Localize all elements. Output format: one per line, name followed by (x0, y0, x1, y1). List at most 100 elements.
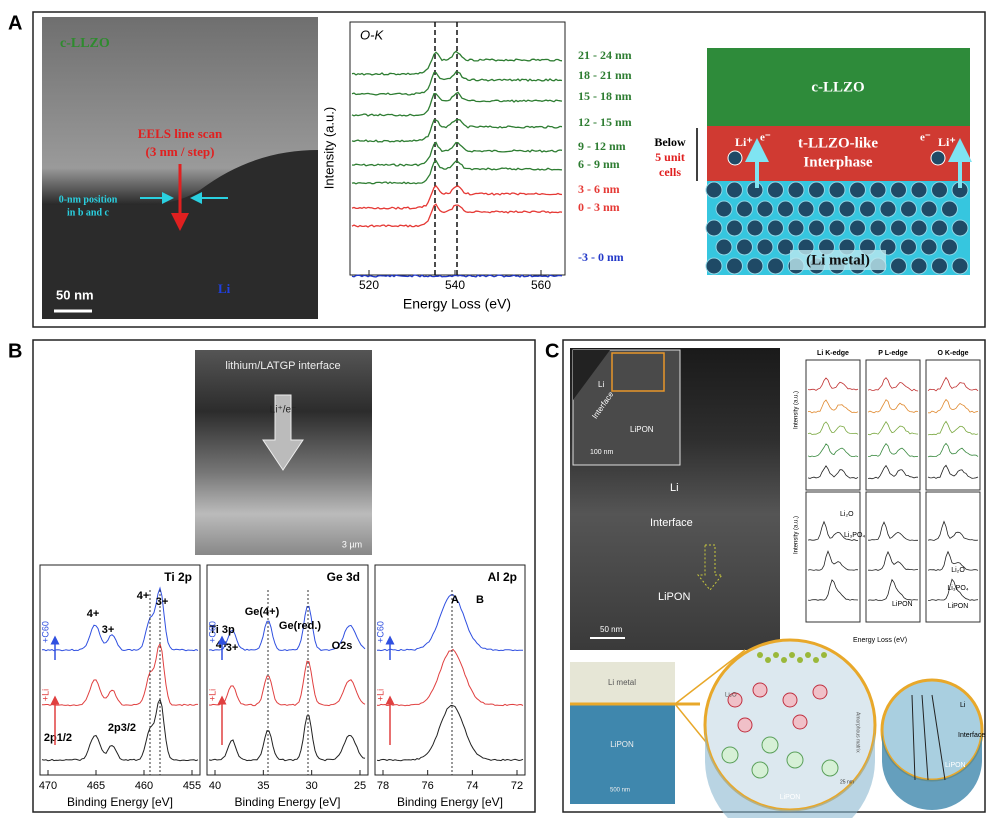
atom (901, 201, 917, 217)
scan-label: (3 nm / step) (146, 144, 215, 159)
annotation: 4+ (137, 590, 150, 602)
eels-trace (928, 378, 978, 391)
ref-trace (868, 580, 918, 601)
x-tick-label: 465 (87, 780, 105, 792)
trace-label: 6 - 9 nm (578, 157, 620, 171)
atom (829, 220, 845, 236)
annotation: O2s (332, 640, 353, 652)
atom (727, 182, 743, 198)
atom (891, 258, 907, 274)
y-axis-label: Intensity (a.u.) (794, 516, 800, 554)
atom (768, 220, 784, 236)
xps-trace (42, 644, 198, 706)
plot-title: Al 2p (488, 570, 517, 584)
x-axis-label: Binding Energy [eV] (234, 795, 340, 809)
sem-title: lithium/LATGP interface (225, 360, 340, 372)
schematic: c-LLZO t-LLZO-like Interphase (Li metal)… (654, 48, 970, 275)
particle (797, 657, 803, 663)
ref-label: Li₂O (951, 567, 965, 574)
x-tick-label: 76 (422, 780, 434, 792)
x-tick-label: 40 (209, 780, 221, 792)
annotation: 2p1/2 (44, 732, 72, 744)
trace-label: 18 - 21 nm (578, 68, 632, 82)
atom (850, 220, 866, 236)
layer-label: (Li metal) (806, 252, 870, 268)
atom (809, 220, 825, 236)
xps-trace (209, 661, 365, 705)
x-axis-label: Energy Loss (eV) (403, 296, 511, 312)
annotation: 2p3/2 (108, 722, 136, 734)
atom (798, 201, 814, 217)
atom (942, 239, 958, 255)
atom (727, 220, 743, 236)
x-tick-label: 72 (511, 780, 523, 792)
particle (773, 652, 779, 658)
eels-trace (928, 443, 978, 457)
atom (942, 201, 958, 217)
atom (757, 201, 773, 217)
x-tick-label: 470 (39, 780, 57, 792)
eels-trace (868, 466, 918, 479)
x-tick-label: 25 (354, 780, 366, 792)
thickness-label: cells (659, 165, 681, 179)
eels-trace (868, 444, 918, 457)
atom (706, 220, 722, 236)
annotation: A (451, 594, 459, 606)
trace-label: +Li (375, 689, 385, 701)
particle (805, 652, 811, 658)
ref-label: Li₃PO₄ (844, 532, 865, 539)
spectrum-trace (352, 161, 562, 184)
trace-label: 21 - 24 nm (578, 48, 632, 62)
particle (738, 718, 752, 732)
ion-label: Li⁺ (735, 135, 753, 149)
particle (752, 762, 768, 778)
eels-trace (808, 378, 858, 390)
ion (728, 151, 742, 165)
particle (813, 657, 819, 663)
ref-trace (928, 522, 978, 541)
edge-title: O K-edge (937, 350, 968, 357)
page: {"panel_a": {"label": "A", "tem": {"titl… (0, 0, 992, 818)
plot-frame (926, 360, 980, 490)
x-axis-label: Energy Loss (eV) (853, 637, 907, 644)
particle (789, 652, 795, 658)
particle (722, 747, 738, 763)
ref-label: Li₃PO₄ (947, 585, 968, 592)
particle (753, 683, 767, 697)
xps-trace (209, 716, 365, 761)
atom (921, 239, 937, 255)
eels-trace (928, 465, 978, 478)
zoom-label: Li (960, 702, 966, 709)
spectrum-trace (352, 275, 562, 277)
plot-frame (806, 360, 860, 490)
atom (891, 182, 907, 198)
xps-trace (377, 705, 523, 760)
trace-label: 12 - 15 nm (578, 115, 632, 129)
trace-label: +Li (207, 689, 217, 701)
x-tick-label: 35 (257, 780, 269, 792)
thickness-label: Below (654, 135, 686, 149)
ion-label: Li⁺ (938, 135, 956, 149)
figure: A c-LLZO EELS line scan (3 nm / step) 0-… (0, 0, 992, 818)
ref-trace (808, 551, 858, 570)
particle (783, 693, 797, 707)
layer-label: Interphase (803, 154, 873, 170)
atom (932, 182, 948, 198)
particle (821, 652, 827, 658)
tem-label: Interface (650, 517, 693, 529)
trace-label: +C60 (375, 621, 385, 643)
annotation: B (476, 594, 484, 606)
layer-label: Li metal (608, 678, 636, 687)
atom (850, 182, 866, 198)
atom (819, 201, 835, 217)
atom (768, 258, 784, 274)
particle (765, 657, 771, 663)
x-axis-label: Binding Energy [eV] (397, 795, 503, 809)
particle (787, 752, 803, 768)
x-tick-label: 78 (377, 780, 389, 792)
atom (727, 258, 743, 274)
eels-trace (928, 400, 978, 413)
x-tick-label: 520 (359, 278, 379, 292)
panel-label: A (8, 12, 22, 34)
y-axis-label: Intensity (a.u.) (321, 107, 336, 189)
